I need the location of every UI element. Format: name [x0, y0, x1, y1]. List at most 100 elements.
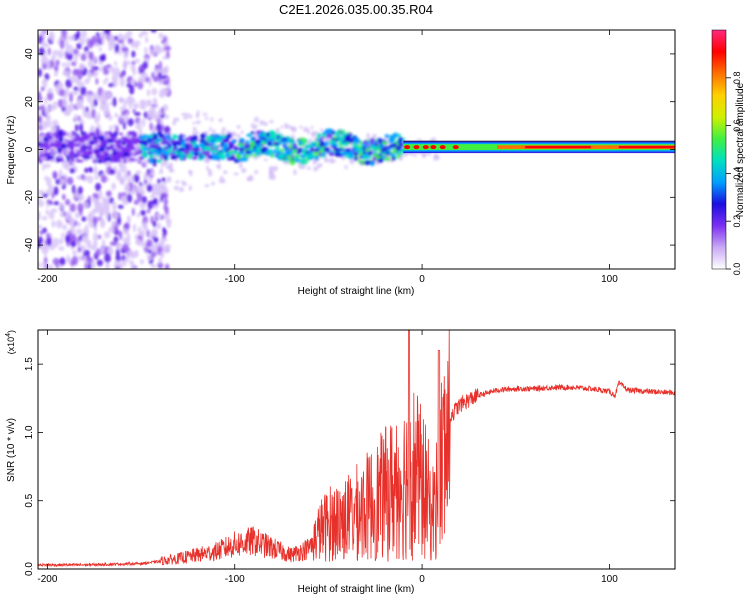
- noise-blob: [149, 49, 156, 56]
- carrier-blob: [157, 130, 162, 136]
- noise-blob: [80, 53, 87, 62]
- carrier-blob: [211, 157, 217, 161]
- carrier-blob: [388, 145, 393, 149]
- noise-blob: [123, 184, 131, 192]
- carrier-blob: [146, 138, 154, 142]
- noise-blob: [94, 202, 100, 208]
- carrier-blob: [103, 133, 109, 137]
- noise-blob: [38, 94, 43, 102]
- snr-y-label: SNR (10 * v/v): [6, 418, 17, 482]
- noise-blob: [116, 260, 120, 268]
- noise-blob: [61, 30, 68, 37]
- noise-blob: [126, 215, 132, 224]
- noise-blob: [155, 45, 162, 55]
- noise-blob: [55, 84, 59, 94]
- spread-blob: [162, 185, 168, 191]
- carrier-blob: [99, 130, 104, 136]
- carrier-blob: [76, 159, 81, 163]
- noise-blob: [84, 262, 88, 269]
- carrier-blob: [304, 139, 309, 143]
- noise-blob: [84, 167, 89, 174]
- carrier-blob: [326, 133, 333, 139]
- noise-blob: [93, 71, 99, 77]
- carrier-blob: [191, 156, 199, 160]
- spread-blob: [178, 187, 185, 193]
- noise-blob: [158, 71, 162, 78]
- noise-blob: [114, 43, 120, 53]
- carrier-blob: [128, 132, 134, 136]
- noise-blob: [61, 193, 66, 201]
- noise-blob: [166, 220, 171, 229]
- noise-blob: [77, 186, 83, 195]
- carrier-blob: [285, 140, 290, 144]
- carrier-blob: [342, 133, 347, 137]
- carrier-blob: [55, 139, 59, 146]
- carrier-blob: [396, 154, 401, 159]
- spread-blob: [372, 133, 377, 139]
- noise-blob: [163, 244, 170, 253]
- noise-blob: [118, 49, 122, 56]
- noise-blob: [108, 197, 114, 204]
- carrier-blob: [376, 148, 383, 152]
- noise-blob: [83, 46, 89, 53]
- noise-blob: [70, 225, 76, 234]
- noise-blob: [88, 167, 94, 173]
- noise-blob: [87, 262, 92, 269]
- noise-blob: [38, 36, 43, 45]
- carrier-blob: [185, 137, 190, 143]
- noise-blob: [76, 30, 81, 40]
- spread-blob: [194, 131, 200, 135]
- carrier-blob: [129, 157, 135, 161]
- carrier-blob: [347, 138, 355, 144]
- carrier-blob: [196, 148, 201, 152]
- carrier-blob: [320, 146, 325, 150]
- colorbar-tick-label: 0.2: [732, 215, 742, 228]
- carrier-blob: [322, 133, 327, 138]
- noise-blob: [132, 108, 136, 114]
- spread-blob: [189, 171, 193, 177]
- carrier-blob: [55, 134, 59, 140]
- noise-blob: [151, 71, 155, 79]
- spread-blob: [236, 125, 241, 129]
- carrier-blob: [93, 145, 100, 149]
- carrier-blob: [48, 143, 56, 148]
- carrier-blob: [153, 149, 160, 155]
- carrier-blob: [46, 151, 51, 157]
- noise-blob: [40, 243, 47, 248]
- noise-blob: [103, 106, 110, 117]
- noise-blob: [69, 217, 76, 227]
- carrier-blob: [61, 142, 67, 149]
- carrier-blob: [193, 151, 199, 157]
- noise-blob: [81, 233, 89, 243]
- spectrogram-x-tick-label: -200: [37, 274, 57, 285]
- noise-blob: [74, 211, 80, 219]
- noise-blob: [70, 241, 77, 248]
- noise-blob: [121, 259, 127, 267]
- noise-blob: [100, 247, 105, 254]
- carrier-blob: [330, 140, 336, 143]
- spread-blob: [311, 131, 315, 137]
- noise-blob: [61, 232, 65, 239]
- carrier-blob: [244, 143, 249, 148]
- spread-blob: [241, 167, 247, 174]
- carrier-blob: [372, 156, 377, 161]
- spread-blob: [399, 156, 403, 160]
- carrier-blob: [313, 148, 321, 152]
- snr-y-tick-label: 0.5: [24, 493, 35, 507]
- spread-blob: [172, 120, 177, 126]
- carrier-blob: [249, 145, 254, 150]
- noise-blob: [92, 208, 97, 214]
- noise-blob: [146, 208, 151, 214]
- noise-blob: [95, 182, 102, 192]
- noise-blob: [97, 111, 101, 122]
- carrier-blob: [149, 148, 155, 153]
- spread-blob: [211, 129, 216, 134]
- noise-blob: [41, 215, 48, 221]
- spread-blob: [168, 162, 174, 169]
- noise-blob: [101, 238, 106, 249]
- carrier-blob: [114, 159, 122, 163]
- carrier-blob: [44, 141, 49, 147]
- spread-blob: [252, 124, 258, 129]
- colorbar-tick-label: 0.8: [732, 72, 742, 85]
